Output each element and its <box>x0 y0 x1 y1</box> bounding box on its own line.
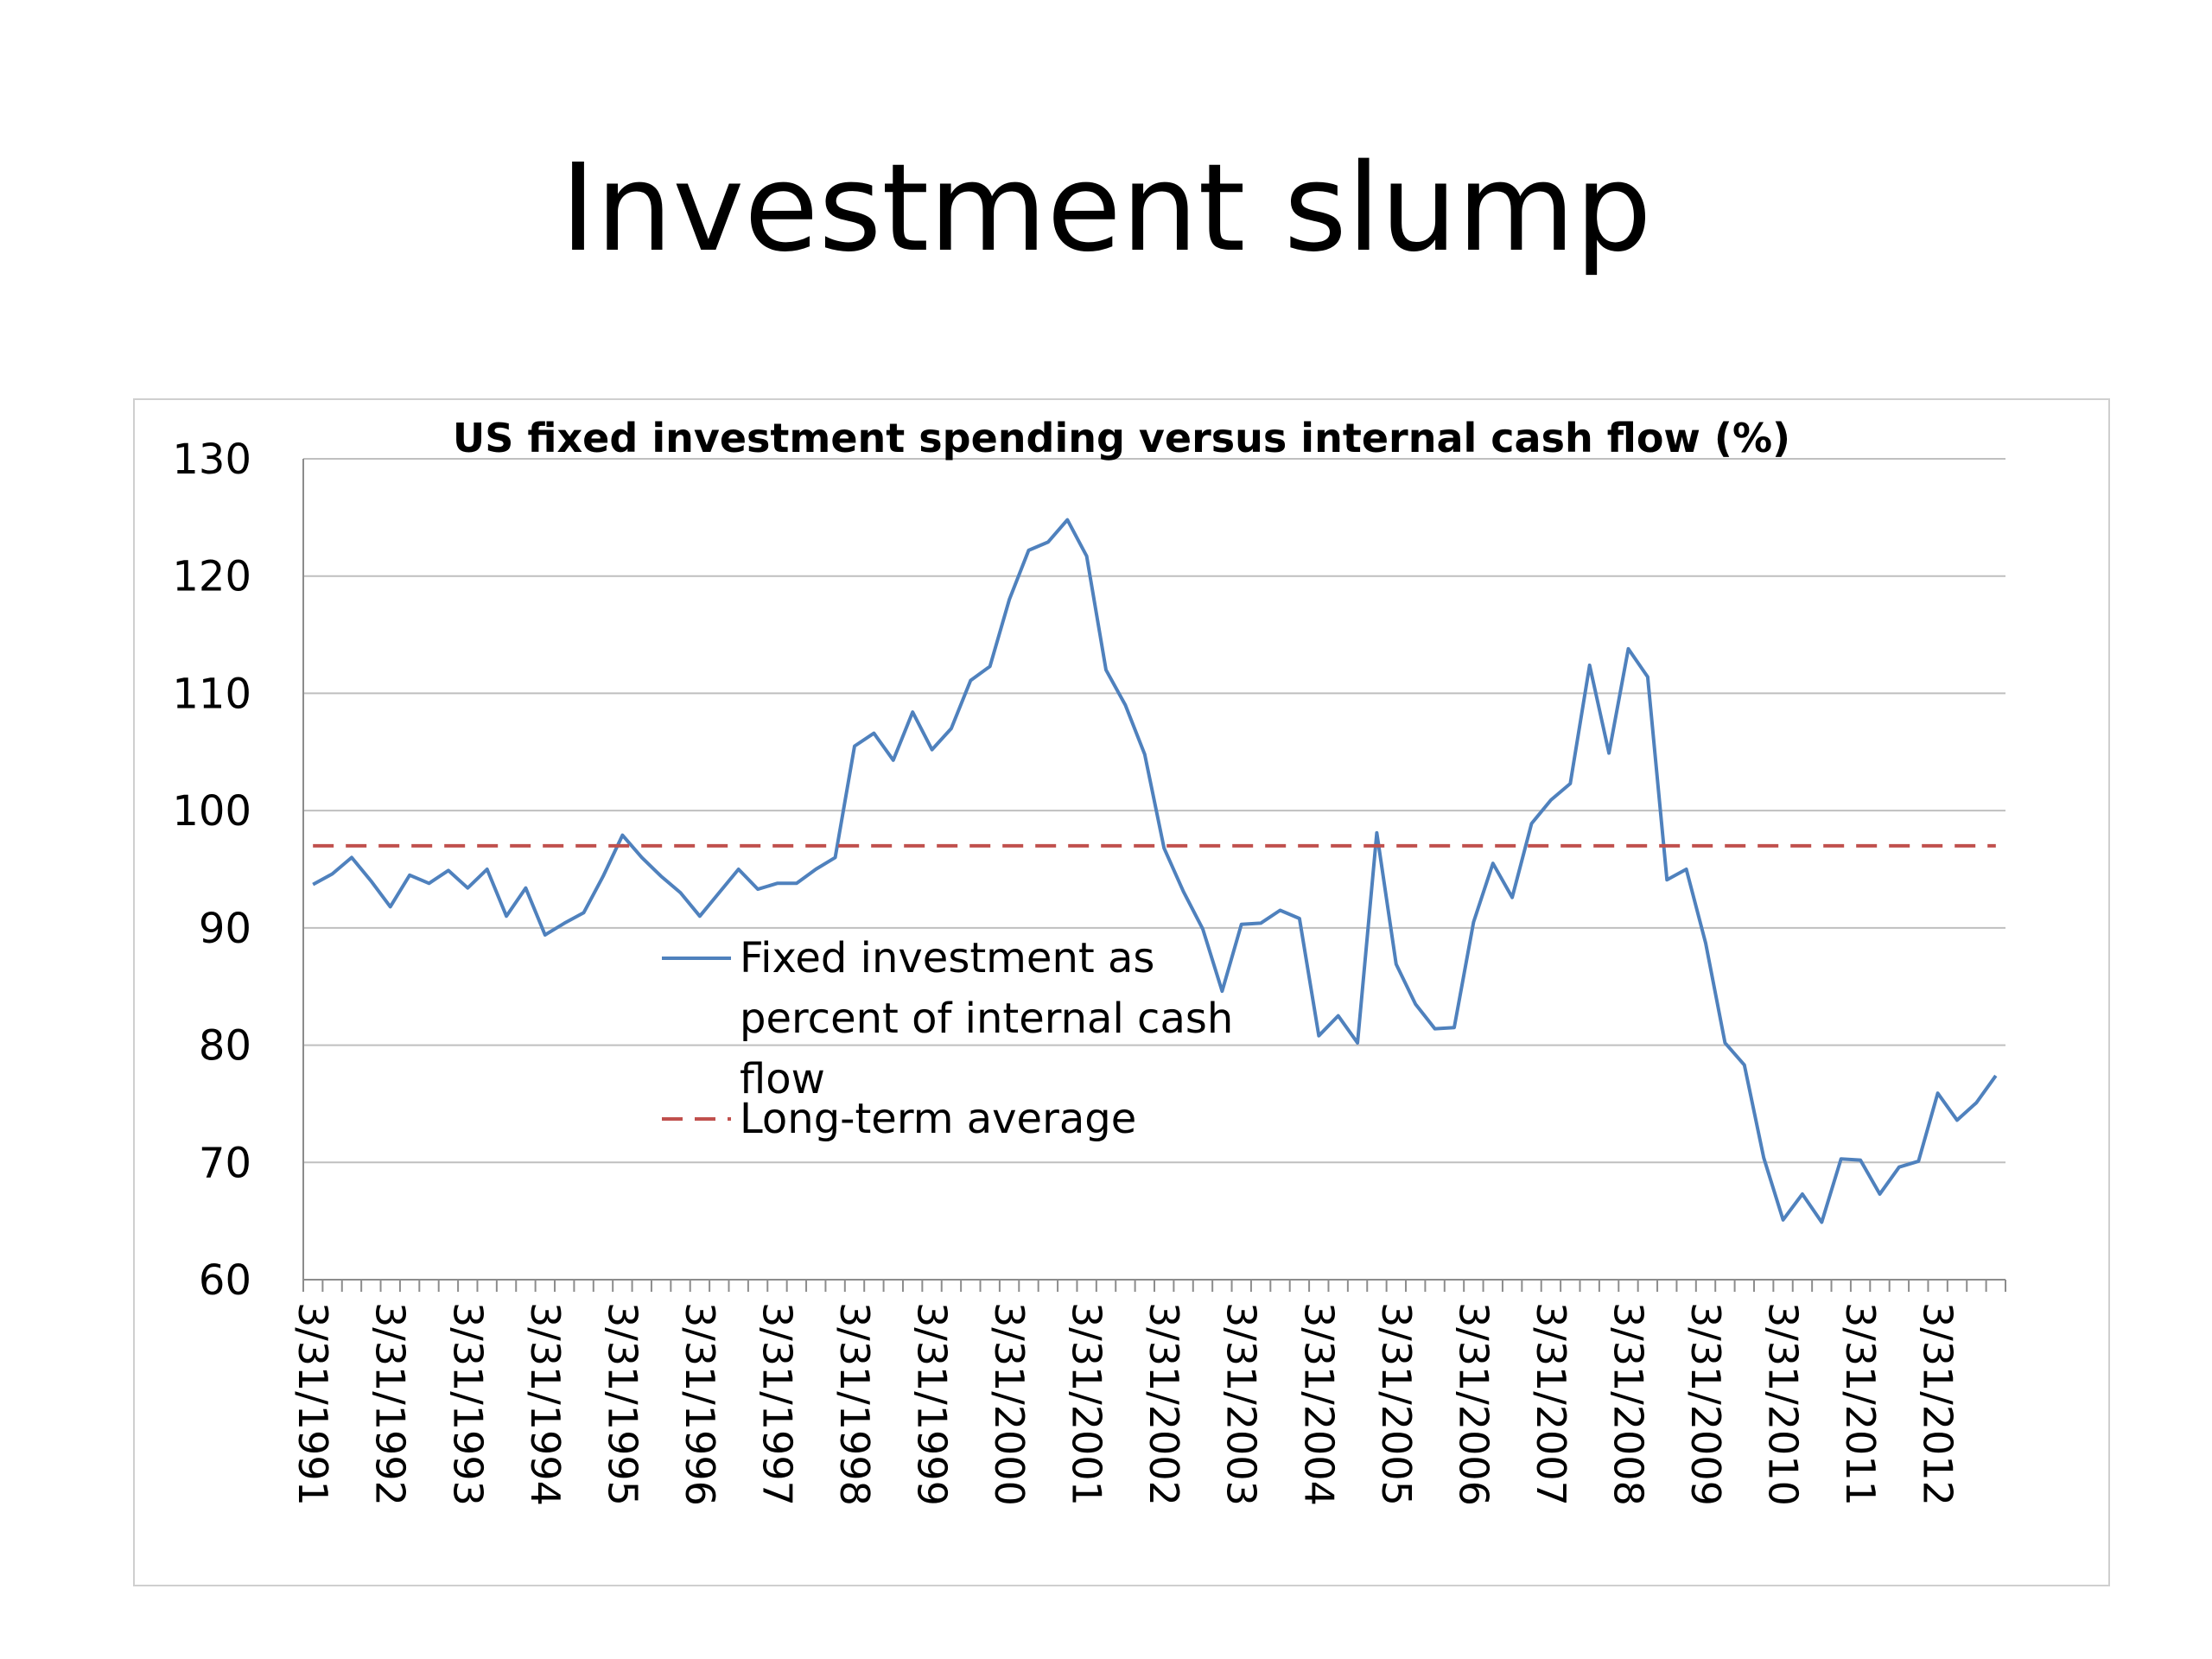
x-tick-label-1993: 3/31/1993 <box>444 1302 491 1506</box>
legend-label-fixed-investment: Fixed investment as percent of internal c… <box>740 934 1233 1103</box>
x-tick-label-1996: 3/31/1996 <box>677 1302 723 1506</box>
x-tick-label-2003: 3/31/2003 <box>1218 1302 1265 1506</box>
x-tick-label-1995: 3/31/1995 <box>599 1302 645 1506</box>
series-line-fixed-investment <box>312 518 1998 1224</box>
x-tick-label-2009: 3/31/2009 <box>1682 1302 1729 1506</box>
legend-label-line: percent of internal cash <box>740 995 1233 1043</box>
x-tick-label-1994: 3/31/1994 <box>522 1302 569 1506</box>
y-tick-label-110: 110 <box>172 670 251 718</box>
x-tick-label-2011: 3/31/2011 <box>1837 1302 1884 1506</box>
chart-frame: 60 70 80 90 100 110 120 130 3/31/1991 3/31/1992 3… <box>133 398 2110 1586</box>
x-tick-label-1992: 3/31/1992 <box>367 1302 414 1506</box>
x-tick-label-2000: 3/31/2000 <box>986 1302 1033 1506</box>
x-tick-label-1991: 3/31/1991 <box>289 1302 336 1506</box>
y-tick-label-70: 70 <box>199 1139 251 1187</box>
legend-label-line: Fixed investment as <box>740 934 1154 982</box>
legend-label-line: flow <box>740 1055 825 1103</box>
x-tick-label-1998: 3/31/1998 <box>831 1302 878 1506</box>
x-tick-label-2005: 3/31/2005 <box>1373 1302 1420 1506</box>
y-tick-label-100: 100 <box>172 787 251 836</box>
y-tick-label-120: 120 <box>172 553 251 601</box>
x-tick-label-2012: 3/31/2012 <box>1915 1302 1961 1506</box>
x-tick-label-2007: 3/31/2007 <box>1528 1302 1574 1506</box>
legend: Fixed investment as percent of internal c… <box>662 934 1233 1143</box>
x-tick-label-2001: 3/31/2001 <box>1064 1302 1110 1506</box>
axes <box>302 459 2006 1292</box>
x-tick-label-2010: 3/31/2010 <box>1760 1302 1807 1506</box>
x-tick-label-1999: 3/31/1999 <box>909 1302 956 1506</box>
x-tick-label-2006: 3/31/2006 <box>1450 1302 1497 1506</box>
legend-label-long-term-average: Long-term average <box>740 1095 1136 1143</box>
x-tick-label-2004: 3/31/2004 <box>1295 1302 1342 1506</box>
y-tick-label-80: 80 <box>199 1022 251 1071</box>
x-axis-tick-labels: 3/31/1991 3/31/1992 3/31/1993 3/31/1994 3/31… <box>289 1302 1961 1506</box>
x-tick-label-2002: 3/31/2002 <box>1141 1302 1187 1506</box>
y-tick-label-60: 60 <box>199 1256 251 1305</box>
grid-lines <box>303 458 2005 1164</box>
series-lines <box>312 518 1998 1224</box>
chart-title: US fixed investment spending versus inte… <box>453 415 1790 461</box>
y-tick-label-130: 130 <box>172 435 251 484</box>
y-axis-tick-labels: 60 70 80 90 100 110 120 130 <box>172 435 251 1305</box>
x-tick-label-2008: 3/31/2008 <box>1605 1302 1651 1506</box>
x-tick-label-1997: 3/31/1997 <box>753 1302 800 1506</box>
slide-title: Investment slump <box>560 138 1652 279</box>
y-tick-label-90: 90 <box>199 905 251 953</box>
